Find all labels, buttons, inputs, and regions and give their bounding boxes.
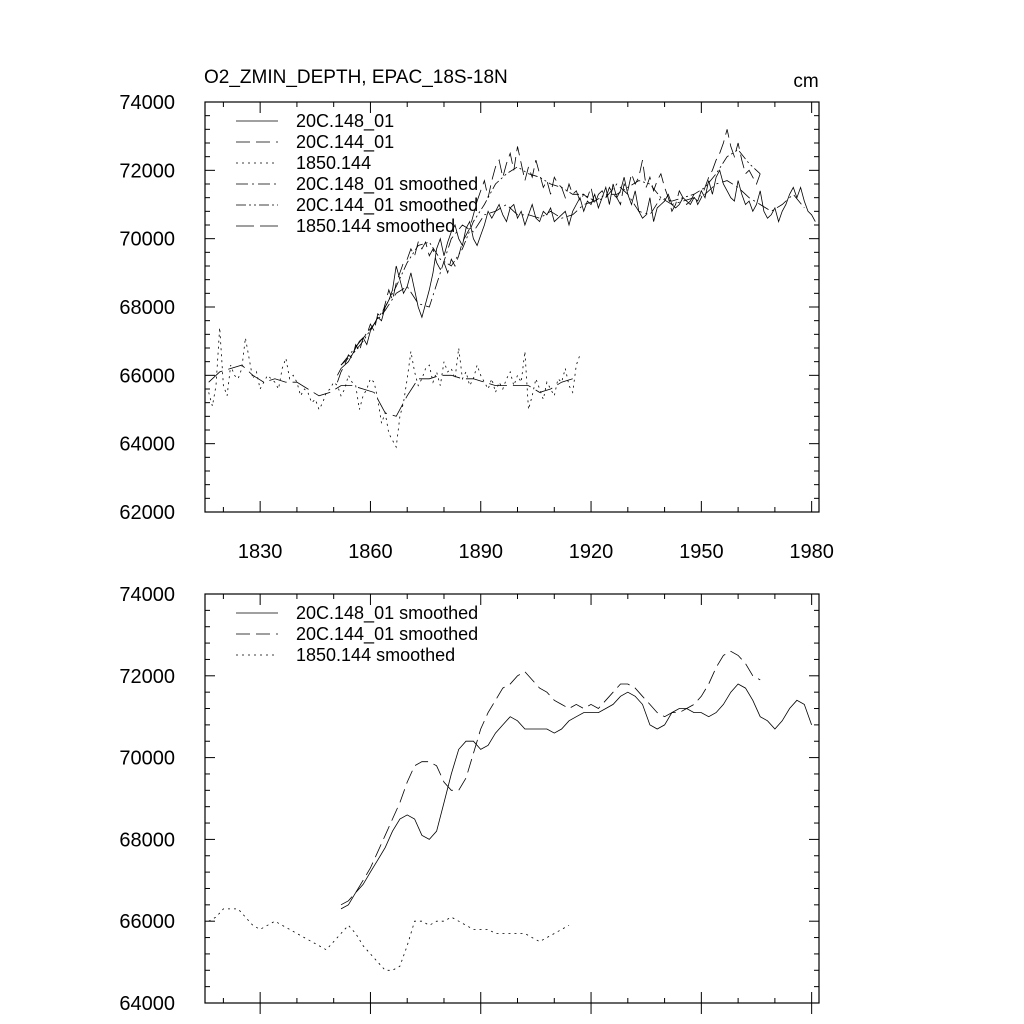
series-line-1850-144-smoothed	[208, 364, 573, 417]
legend-label: 20C.148_01	[296, 111, 394, 132]
x-tick-label: 1920	[569, 541, 614, 563]
legend-label: 20C.148_01 smoothed	[296, 603, 478, 624]
series-line-1850-144-smoothed	[208, 908, 570, 971]
units-label: cm	[793, 71, 818, 92]
legend-label: 1850.144	[296, 153, 371, 173]
series-line-20c-144-01	[337, 129, 761, 383]
series-line-20c-148-01-smoothed	[340, 180, 805, 366]
y-tick-label: 66000	[119, 911, 175, 933]
x-tick-label: 1980	[789, 541, 834, 563]
series-line-1850-144	[208, 327, 581, 449]
x-tick-label: 1860	[348, 541, 393, 563]
legend-label: 20C.148_01 smoothed	[296, 174, 478, 195]
y-tick-label: 72000	[119, 160, 175, 182]
x-tick-label: 1890	[458, 541, 503, 563]
x-tick-label: 1950	[679, 541, 724, 563]
legend-label: 1850.144 smoothed	[296, 216, 455, 236]
legend-label: 1850.144 smoothed	[296, 645, 455, 665]
series-line-20c-148-01-smoothed	[340, 683, 812, 910]
legend-label: 20C.144_01 smoothed	[296, 624, 478, 645]
y-tick-label: 66000	[119, 365, 175, 387]
y-tick-label: 64000	[119, 434, 175, 456]
y-tick-label: 70000	[119, 229, 175, 251]
y-tick-label: 74000	[119, 584, 175, 606]
legend-label: 20C.144_01 smoothed	[296, 195, 478, 216]
y-tick-label: 64000	[119, 993, 175, 1015]
chart-title: O2_ZMIN_DEPTH, EPAC_18S-18N	[204, 67, 508, 88]
bottom-panel: 64000 66000 68000 70000 72000 74000 20C.148_01…	[119, 584, 820, 1015]
y-tick-label: 62000	[119, 502, 175, 524]
y-tick-label: 74000	[119, 92, 175, 114]
x-tick-label: 1830	[238, 541, 283, 563]
top-panel: O2_ZMIN_DEPTH, EPAC_18S-18N cm 1830 1860 1…	[119, 67, 834, 563]
plot-frame	[204, 593, 820, 1004]
y-tick-label: 72000	[119, 666, 175, 688]
y-tick-label: 70000	[119, 748, 175, 770]
series-line-20c-144-01-smoothed	[340, 650, 761, 906]
legend-label: 20C.144_01	[296, 132, 394, 153]
series-line-20c-144-01-smoothed	[340, 149, 761, 366]
y-tick-label: 68000	[119, 297, 175, 319]
y-tick-label: 68000	[119, 829, 175, 851]
